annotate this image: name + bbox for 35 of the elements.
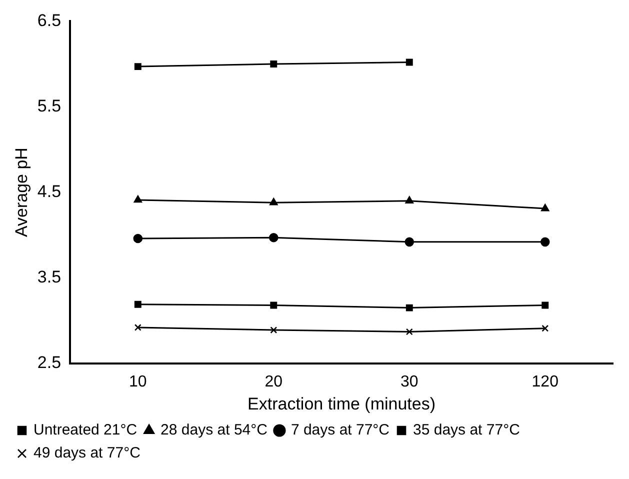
- point: [133, 234, 143, 244]
- point: [134, 63, 142, 70]
- point: [541, 204, 550, 212]
- legend-label: Untreated 21°C: [34, 422, 138, 439]
- point: [540, 237, 550, 247]
- point: [406, 328, 413, 336]
- y-tick-label: 6.5: [37, 10, 62, 30]
- point: [542, 302, 549, 309]
- point: [270, 198, 278, 206]
- y-tick-label: 2.5: [37, 353, 62, 372]
- legend-label: 7 days at 77°C: [290, 422, 390, 439]
- point: [406, 304, 413, 312]
- point: [404, 237, 414, 247]
- point: [134, 324, 142, 331]
- point: [134, 300, 142, 308]
- x-tick-label: 30: [400, 373, 418, 390]
- x-tick-label: 120: [532, 373, 559, 390]
- y-tick-label: 3.5: [37, 268, 62, 287]
- point: [270, 326, 278, 334]
- x-tick-label: 20: [264, 373, 283, 390]
- point: [542, 324, 549, 332]
- point: [270, 302, 278, 309]
- legend-label: 28 days at 54°C: [160, 422, 268, 439]
- point: [268, 232, 278, 242]
- point: [270, 60, 278, 68]
- y-tick-label: 5.5: [37, 96, 62, 116]
- point: [134, 195, 142, 203]
- y-axis-title: Average pH: [12, 148, 31, 238]
- y-tick-label: 4.5: [37, 182, 62, 201]
- x-axis-title: Extraction time (minutes): [248, 394, 436, 414]
- x-tick-label: 10: [129, 373, 147, 390]
- legend-label: 49 days at 77°C: [34, 444, 141, 462]
- point: [405, 196, 414, 204]
- legend-label: 35 days at 77°C: [413, 422, 520, 439]
- point: [406, 58, 413, 66]
